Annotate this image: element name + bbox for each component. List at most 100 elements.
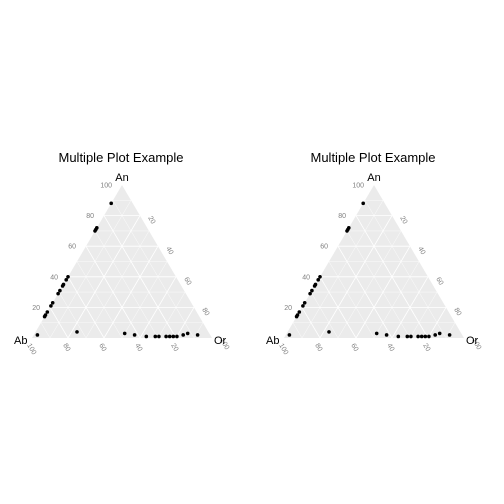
tick-label-ab: 100: [277, 343, 289, 357]
grid-line: [391, 276, 429, 339]
tick-label-ab: 60: [97, 343, 107, 353]
grid-line: [85, 230, 150, 339]
grid-line: [427, 307, 447, 339]
tick-label-an: 60: [68, 244, 76, 251]
tick-label-or: 40: [416, 246, 426, 256]
tick-label-ab: 100: [25, 343, 37, 357]
data-point: [297, 310, 302, 314]
grid-line: [319, 276, 357, 339]
data-point: [318, 275, 322, 279]
data-point: [419, 334, 424, 339]
grid-line: [94, 230, 159, 339]
grid-line: [409, 291, 438, 339]
data-point: [185, 331, 190, 336]
data-point: [167, 334, 172, 339]
data-point: [42, 314, 47, 319]
data-point: [122, 331, 127, 336]
data-point: [50, 301, 55, 305]
data-point: [308, 291, 312, 296]
vertex-label-ab-right: Ab: [266, 335, 279, 347]
grid-line: [157, 291, 186, 339]
grid-line: [292, 322, 303, 339]
tick-label-or: 100: [470, 338, 482, 352]
tick-label-or: 20: [146, 215, 156, 225]
data-point: [345, 229, 349, 233]
grid-line: [175, 307, 195, 339]
grid-line: [301, 200, 384, 339]
grid-line: [301, 307, 321, 339]
data-point: [427, 334, 431, 339]
grid-line: [112, 200, 195, 339]
tick-label-an: 40: [50, 274, 58, 281]
data-point: [409, 334, 413, 339]
tick-label-ab: 80: [61, 343, 71, 353]
grid-line: [310, 291, 339, 339]
tick-label-ab: 40: [385, 343, 395, 353]
vertex-label-or-right: Or: [466, 335, 479, 347]
tick-label-an: 100: [100, 183, 112, 190]
data-point: [374, 331, 379, 336]
data-point: [75, 330, 79, 334]
grid-line: [40, 322, 51, 339]
data-point: [35, 333, 40, 337]
data-point: [60, 284, 65, 288]
tick-label-an: 20: [284, 305, 292, 312]
tick-label-or: 40: [164, 246, 174, 256]
tick-label-or: 80: [200, 307, 210, 317]
data-point: [66, 275, 70, 279]
data-point: [294, 314, 299, 319]
data-point: [310, 288, 314, 293]
vertex-label-an-right: An: [367, 172, 380, 184]
data-point: [109, 201, 113, 206]
ternary-plot-left: 20 40 60 80 100 20 40 60 80 100 20 40 60 80 100 Multip…: [14, 150, 230, 356]
vertex-label-an-left: An: [115, 172, 128, 184]
data-point: [175, 334, 179, 339]
grid-line: [49, 200, 132, 339]
tick-label-ab: 40: [133, 343, 143, 353]
data-point: [157, 334, 161, 339]
tick-label-an: 80: [338, 213, 346, 220]
data-point: [447, 333, 452, 337]
tick-label-an: 40: [302, 274, 310, 281]
vertex-label-or-left: Or: [214, 335, 227, 347]
tick-label-an: 20: [32, 305, 40, 312]
data-point: [405, 334, 410, 339]
ternary-plot-right: 20 40 60 80 100 20 40 60 80 100 20 40 60 80 100 Multip…: [266, 150, 482, 356]
tick-label-an: 100: [352, 183, 364, 190]
grid-line: [76, 261, 123, 339]
plot-layer: 20 40 60 80 100 20 40 60 80 100 20 40 60 80 100: [277, 183, 482, 357]
plot-title-left: Multiple Plot Example: [59, 150, 184, 165]
tick-label-or: 60: [182, 276, 192, 286]
tick-label-ab: 80: [313, 343, 323, 353]
grid-line: [193, 322, 204, 339]
tick-label-or: 80: [452, 307, 462, 317]
data-point: [287, 333, 292, 337]
data-point: [302, 301, 307, 305]
grid-line: [121, 261, 168, 339]
data-point: [144, 334, 149, 339]
grid-line: [364, 200, 447, 339]
grid-line: [58, 291, 87, 339]
data-point: [312, 284, 317, 288]
grid-line: [328, 261, 375, 339]
tick-label-ab: 20: [169, 343, 179, 353]
data-point: [437, 331, 442, 336]
tick-label-an: 80: [86, 213, 94, 220]
data-point: [64, 278, 68, 282]
data-point: [384, 333, 389, 337]
data-point: [301, 304, 305, 308]
grid-line: [373, 261, 420, 339]
data-point: [49, 304, 53, 308]
data-point: [58, 288, 62, 293]
data-point: [361, 201, 366, 206]
data-point: [164, 334, 168, 339]
grid-line: [67, 276, 105, 339]
data-point: [195, 333, 200, 337]
data-point: [45, 310, 50, 314]
grid-line: [49, 307, 69, 339]
data-point: [93, 229, 97, 233]
tick-label-or: 20: [398, 215, 408, 225]
data-point: [132, 333, 137, 337]
data-point: [433, 333, 438, 337]
